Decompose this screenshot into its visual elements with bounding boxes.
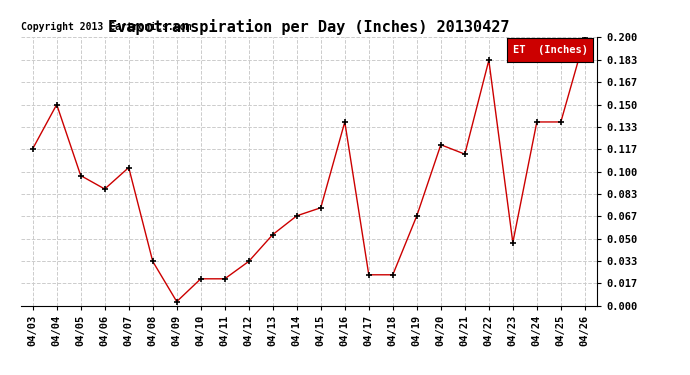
Title: Evapotranspiration per Day (Inches) 20130427: Evapotranspiration per Day (Inches) 2013… xyxy=(108,19,509,35)
Text: Copyright 2013 Cartronics.com: Copyright 2013 Cartronics.com xyxy=(21,22,191,32)
Text: ET  (Inches): ET (Inches) xyxy=(513,45,588,55)
